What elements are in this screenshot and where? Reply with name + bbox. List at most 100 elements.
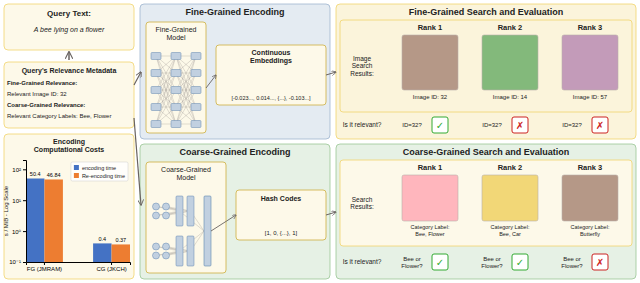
model-box xyxy=(146,162,226,273)
model-label: Coarse-GrainedModel xyxy=(161,166,211,181)
nn-node xyxy=(171,70,181,77)
panel-title: Fine-Grained Search and Evaluation xyxy=(409,7,564,17)
relevance-mark: ✗ xyxy=(516,120,524,131)
chart-title: EncodingComputational Costs xyxy=(34,138,104,154)
nn-node xyxy=(187,236,194,266)
tick-mark xyxy=(23,200,26,201)
relevance-mark: ✗ xyxy=(596,120,604,131)
y-tick: 10² xyxy=(12,167,26,173)
relevance-question: Is it relevant? xyxy=(343,258,382,265)
model-box xyxy=(146,22,206,133)
relevance-question: Is it relevant? xyxy=(343,121,382,128)
legend: encoding time Re-encoding time xyxy=(71,162,128,181)
relevance-box xyxy=(592,254,608,270)
y-axis: 10⁻¹ 10⁰ 10¹ 10² xyxy=(9,161,26,266)
rank-label: Rank 1 xyxy=(418,163,443,172)
category-label: Category Label:Bee, Car xyxy=(491,224,530,236)
nn-link xyxy=(156,207,191,212)
tick-label: 10⁰ xyxy=(12,229,22,235)
query-body: A bee lying on a flower xyxy=(33,26,105,34)
tick-mark xyxy=(44,262,45,265)
arrow xyxy=(206,75,216,88)
nn-node xyxy=(171,87,181,94)
legend-entry: encoding time xyxy=(82,165,116,171)
legend-frame xyxy=(71,162,128,181)
arrow xyxy=(68,52,70,60)
data-label: 0.4 xyxy=(98,236,106,242)
image-id: Image ID: 32 xyxy=(413,94,448,100)
relevance-test: Bee orFlower? xyxy=(401,256,423,269)
relevance-box xyxy=(512,117,528,133)
nn-node xyxy=(191,70,201,77)
query-title: Query Text: xyxy=(47,9,91,18)
y-axis-title: s / MiB - Log Scale xyxy=(3,185,9,236)
nn-link xyxy=(156,73,176,124)
x-axis: FG (JMRAM)CG (JKCH) xyxy=(27,262,131,272)
tick-label: 10⁻¹ xyxy=(9,259,21,265)
metadata-line: Coarse-Grained Relevance: xyxy=(7,102,85,108)
nn-node xyxy=(163,252,170,259)
relevance-box xyxy=(432,254,448,270)
nn-node xyxy=(153,203,160,210)
nn-node xyxy=(151,121,161,128)
panel-title: Fine-Grained Encoding xyxy=(185,7,284,17)
arrow xyxy=(134,72,141,85)
legend-entry: Re-encoding time xyxy=(82,173,125,179)
arrow xyxy=(326,72,336,75)
bars xyxy=(26,178,130,262)
legend-swatch xyxy=(74,165,79,170)
nn-link xyxy=(156,73,176,124)
image-placeholder xyxy=(402,175,458,221)
nn-node xyxy=(153,252,160,259)
metadata-line: Relevant Image ID: 32 xyxy=(7,91,67,97)
tick-label: 10² xyxy=(12,167,21,173)
nn-node xyxy=(191,121,201,128)
coarse-eval-panel xyxy=(336,144,636,279)
nn-node xyxy=(171,104,181,111)
image-id: Image ID: 57 xyxy=(573,94,608,100)
axis-line xyxy=(27,263,131,266)
query-box xyxy=(4,4,134,50)
image-placeholder xyxy=(482,35,538,90)
metadata-line: Relevant Category Labels: Bee, Flower xyxy=(7,113,111,119)
image-placeholder xyxy=(562,35,618,90)
relevance-test: ID=32? xyxy=(402,122,422,128)
bar xyxy=(26,178,44,262)
tick-label: 10¹ xyxy=(12,198,21,204)
nn-node xyxy=(171,121,181,128)
y-tick: 10¹ xyxy=(12,198,26,204)
nn-node xyxy=(153,212,160,219)
arrow xyxy=(211,215,236,231)
relevance-mark: ✓ xyxy=(436,257,444,268)
relevance-test: Bee orFlower? xyxy=(481,256,503,269)
image-placeholder xyxy=(402,35,458,90)
coarse-encoding-panel xyxy=(140,144,330,279)
tick-mark xyxy=(23,231,26,232)
tick-label: FG (JMRAM) xyxy=(27,266,62,272)
nn-node xyxy=(163,212,170,219)
image-id: Image ID: 14 xyxy=(493,94,528,100)
nn-node xyxy=(151,53,161,60)
chart-panel xyxy=(4,134,134,279)
nn-link xyxy=(156,56,176,107)
relevance-test: ID=32? xyxy=(482,122,502,128)
nn-node xyxy=(187,196,194,226)
bar xyxy=(93,243,111,262)
fine-eval-panel xyxy=(336,4,636,139)
fine-encoding-panel xyxy=(140,4,330,139)
embedding-label: ContinuousEmbeddings xyxy=(250,49,292,65)
relevance-box xyxy=(432,117,448,133)
category-label: Category Label:Bee, Flower xyxy=(411,224,450,236)
arrow xyxy=(134,118,141,205)
relevance-box xyxy=(512,254,528,270)
rank-label: Rank 2 xyxy=(498,163,523,172)
relevance-test: Bee orFlower? xyxy=(561,256,583,269)
nn-link xyxy=(176,73,196,124)
image-placeholder xyxy=(482,175,538,221)
nn-node xyxy=(171,53,181,60)
hash-example: [1, 0, {...}, 1] xyxy=(265,230,298,236)
bar xyxy=(112,244,130,262)
nn-link xyxy=(156,56,176,107)
panel-title: Coarse-Grained Encoding xyxy=(179,147,290,157)
nn-node xyxy=(191,104,201,111)
